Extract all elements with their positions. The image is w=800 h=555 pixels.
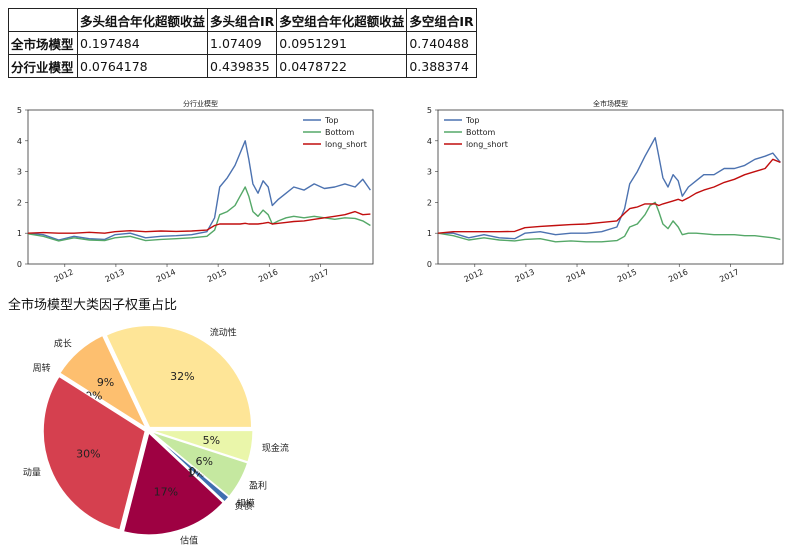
pie-category-label: 现金流 (262, 442, 289, 454)
series-line-Bottom (27, 186, 371, 242)
legend-label: long_short (466, 140, 508, 149)
stats-table: 多头组合年化超额收益 多头组合IR 多空组合年化超额收益 多空组合IR 全市场模… (8, 8, 477, 78)
pie-slice-流动性 (105, 324, 253, 429)
table-header-cell: 多头组合IR (207, 8, 278, 32)
x-tick-label: 2016 (667, 267, 689, 284)
line-chart-market: 全市场模型 0 1 2 3 4 5 2012 2013 2014 2015 2016 2017 Top Bo… (427, 99, 784, 284)
table-row: 全市场模型 0.197484 1.07409 0.0951291 0.74048… (8, 31, 477, 55)
table-cell: 0.439835 (207, 54, 278, 78)
pie-category-label: 盈利 (249, 480, 267, 492)
pie-category-label: 估值 (180, 535, 198, 547)
pie-pct-label: 6% (196, 455, 213, 468)
pie-category-label: 成长 (54, 338, 72, 350)
pie-slice-现金流 (150, 429, 254, 463)
pie-slice-动量 (42, 375, 146, 531)
table-cell: 0.0478722 (276, 54, 408, 78)
pie-slice-盈利 (150, 430, 249, 498)
table-header-cell (8, 8, 78, 32)
x-tick-label: 2015 (206, 267, 228, 284)
series-line-Top (438, 137, 781, 240)
y-tick-label: 2 (427, 198, 432, 207)
pie-category-label: 规模 (237, 498, 255, 509)
series-line-Top (27, 140, 371, 241)
x-tick-label: 2016 (257, 267, 279, 284)
x-tick-label: 2015 (616, 267, 638, 284)
pie-pct-label: 17% (154, 486, 178, 499)
pie-pct-label: 9% (97, 376, 114, 389)
x-tick-label: 2013 (104, 267, 126, 284)
table-cell: 0.197484 (76, 31, 209, 55)
table-header-row: 多头组合年化超额收益 多头组合IR 多空组合年化超额收益 多空组合IR (8, 8, 477, 32)
y-tick-label: 1 (427, 229, 432, 238)
y-tick-label: 4 (17, 137, 22, 146)
x-tick-label: 2014 (565, 267, 587, 284)
chart-title: 分行业模型 (183, 99, 218, 108)
legend-label: long_short (325, 140, 367, 149)
table-cell: 0.0764178 (76, 54, 209, 78)
table-row-label: 全市场模型 (8, 31, 78, 55)
x-tick-label: 2012 (463, 267, 485, 284)
pie-slice-估值 (122, 431, 225, 536)
x-tick-label: 2017 (718, 267, 740, 284)
pie-slice-负债 (149, 431, 230, 503)
y-tick-label: 3 (17, 168, 22, 177)
table-cell: 0.0951291 (276, 31, 408, 55)
pie-pct-label: 32% (170, 370, 194, 383)
pie-category-label: 负债 (234, 500, 252, 512)
series-line-long_short (437, 158, 781, 234)
pie-category-label: 周转 (33, 362, 51, 374)
plot-frame (437, 109, 784, 265)
series-line-long_short (27, 210, 371, 234)
legend-label: Bottom (466, 128, 496, 137)
pie-chart-title: 全市场模型大类因子权重占比 (8, 298, 178, 313)
y-tick-label: 0 (427, 260, 432, 269)
x-tick-label: 2013 (514, 267, 536, 284)
x-tick-label: 2014 (155, 267, 177, 284)
y-tick-label: 3 (427, 168, 432, 177)
pie-pct-label: 5% (203, 434, 220, 447)
table-cell: 0.388374 (406, 54, 477, 78)
pie-category-label: 流动性 (210, 327, 237, 339)
pie-chart: 32%流动性9%成长0%周转30%动量17%估值1%负债0%规模6%盈利5%现金… (23, 324, 289, 547)
chart-title: 全市场模型 (593, 99, 628, 108)
pie-pct-label: 30% (76, 448, 100, 461)
y-tick-label: 0 (17, 260, 22, 269)
legend-label: Top (465, 116, 480, 125)
table-header-cell: 多空组合年化超额收益 (276, 8, 408, 32)
x-tick-label: 2012 (53, 267, 75, 284)
pie-slice-成长 (59, 334, 148, 430)
y-tick-label: 1 (17, 229, 22, 238)
table-header-cell: 多空组合IR (406, 8, 477, 32)
x-tick-label: 2017 (308, 267, 330, 284)
y-tick-label: 4 (427, 137, 432, 146)
line-chart-industry: 分行业模型 0 1 2 3 4 5 2012 2013 2014 2015 2016 2017 Top Bo… (17, 99, 374, 284)
legend-label: Top (324, 116, 339, 125)
y-tick-label: 5 (427, 106, 432, 115)
table-cell: 1.07409 (207, 31, 278, 55)
table-header-cell: 多头组合年化超额收益 (76, 8, 209, 32)
y-tick-label: 5 (17, 106, 22, 115)
table-cell: 0.740488 (406, 31, 477, 55)
table-row-label: 分行业模型 (8, 54, 78, 78)
y-tick-label: 2 (17, 198, 22, 207)
table-row: 分行业模型 0.0764178 0.439835 0.0478722 0.388… (8, 54, 477, 78)
pie-category-label: 动量 (23, 467, 41, 478)
legend-label: Bottom (325, 128, 355, 137)
